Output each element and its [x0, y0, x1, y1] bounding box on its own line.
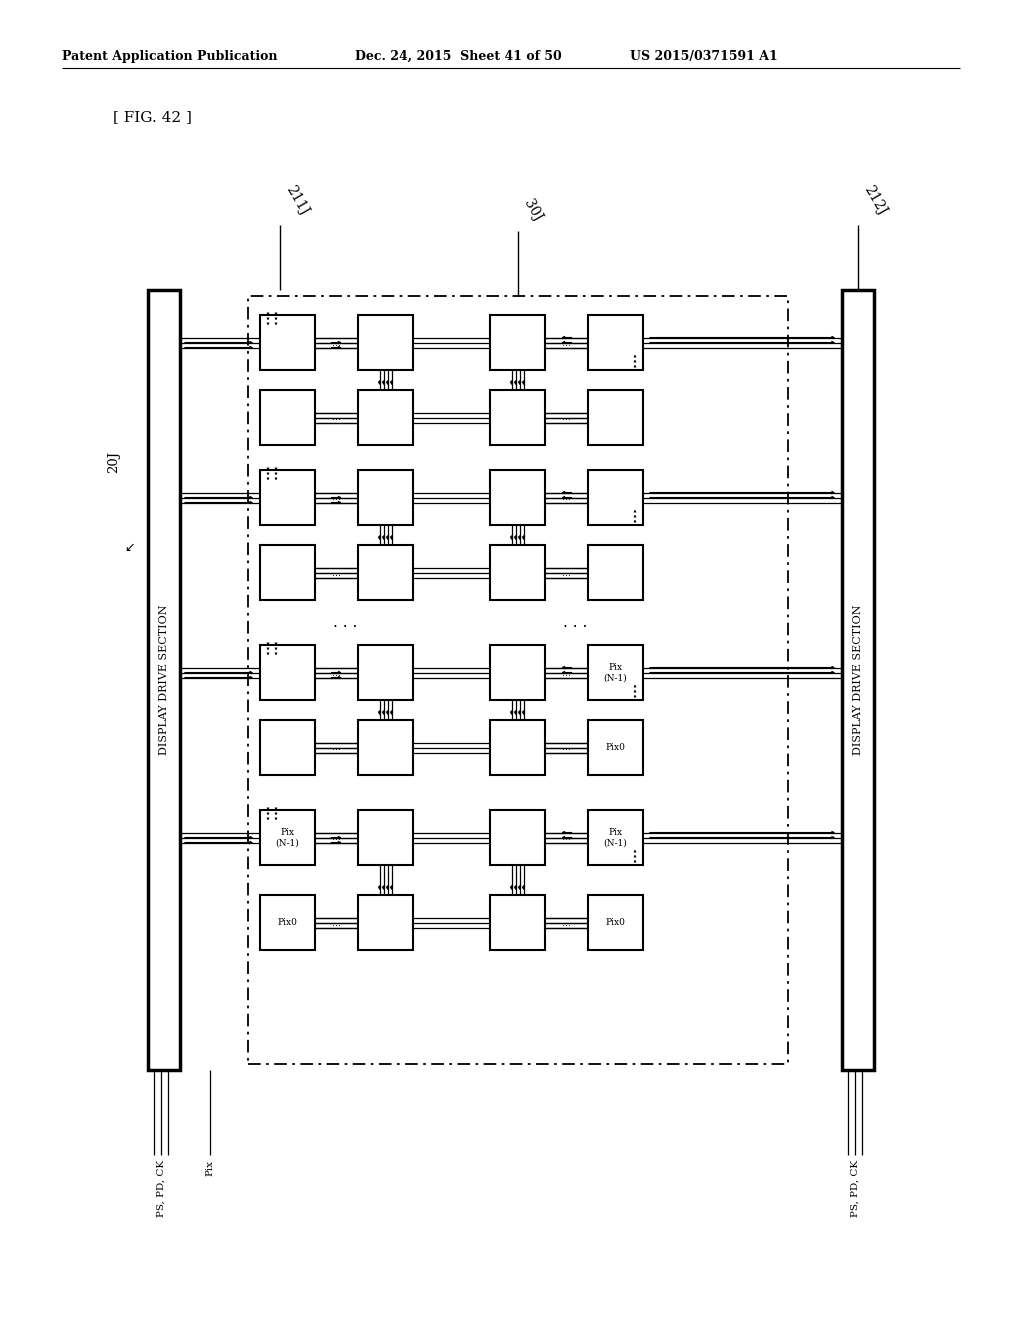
- Bar: [588, 470, 643, 525]
- Bar: [490, 719, 545, 775]
- Bar: [490, 470, 545, 525]
- Bar: [260, 389, 315, 445]
- Text: Pix: Pix: [206, 1160, 214, 1176]
- Bar: [588, 645, 643, 700]
- Text: ...: ...: [562, 917, 571, 928]
- Text: US 2015/0371591 A1: US 2015/0371591 A1: [630, 50, 778, 63]
- Text: ...: ...: [332, 742, 341, 752]
- Text: 211J: 211J: [283, 183, 311, 218]
- Text: DISPLAY DRIVE SECTION: DISPLAY DRIVE SECTION: [853, 605, 863, 755]
- Text: ...: ...: [332, 338, 341, 347]
- Bar: [248, 296, 788, 1064]
- Text: PS, PD, CK: PS, PD, CK: [157, 1160, 166, 1217]
- Bar: [588, 810, 643, 865]
- Bar: [358, 470, 413, 525]
- Text: PS, PD, CK: PS, PD, CK: [851, 1160, 859, 1217]
- Bar: [260, 545, 315, 601]
- Bar: [260, 470, 315, 525]
- Text: . . .: . . .: [563, 615, 587, 630]
- Text: DISPLAY DRIVE SECTION: DISPLAY DRIVE SECTION: [159, 605, 169, 755]
- Text: ...: ...: [332, 412, 341, 422]
- Bar: [588, 719, 643, 775]
- Bar: [260, 719, 315, 775]
- Text: 30J: 30J: [521, 197, 545, 224]
- Bar: [588, 895, 643, 950]
- Bar: [358, 895, 413, 950]
- Bar: [490, 895, 545, 950]
- Text: ...: ...: [332, 568, 341, 578]
- Text: Patent Application Publication: Patent Application Publication: [62, 50, 278, 63]
- Bar: [588, 389, 643, 445]
- Bar: [842, 290, 874, 1071]
- Bar: [358, 810, 413, 865]
- Text: Pix0: Pix0: [605, 743, 626, 752]
- Bar: [260, 895, 315, 950]
- Text: Pix
(N-1): Pix (N-1): [603, 828, 628, 847]
- Text: ↙: ↙: [125, 541, 135, 554]
- Text: ...: ...: [332, 917, 341, 928]
- Text: Pix
(N-1): Pix (N-1): [275, 828, 299, 847]
- Text: ...: ...: [562, 668, 571, 677]
- Bar: [490, 545, 545, 601]
- Text: ...: ...: [562, 412, 571, 422]
- Text: Dec. 24, 2015  Sheet 41 of 50: Dec. 24, 2015 Sheet 41 of 50: [355, 50, 562, 63]
- Text: ...: ...: [332, 668, 341, 677]
- Bar: [490, 645, 545, 700]
- Bar: [490, 389, 545, 445]
- Bar: [490, 315, 545, 370]
- Bar: [358, 719, 413, 775]
- Text: Pix0: Pix0: [278, 917, 297, 927]
- Text: 212J: 212J: [861, 183, 889, 218]
- Text: Pix
(N-1): Pix (N-1): [603, 663, 628, 682]
- Bar: [260, 645, 315, 700]
- Bar: [358, 645, 413, 700]
- Bar: [358, 315, 413, 370]
- Bar: [260, 315, 315, 370]
- Bar: [588, 545, 643, 601]
- Bar: [260, 810, 315, 865]
- Text: ...: ...: [562, 568, 571, 578]
- Bar: [490, 810, 545, 865]
- Text: Pix0: Pix0: [605, 917, 626, 927]
- Text: . . .: . . .: [333, 615, 357, 630]
- Bar: [358, 545, 413, 601]
- Text: ...: ...: [332, 492, 341, 503]
- Text: ...: ...: [562, 492, 571, 503]
- Text: ...: ...: [562, 338, 571, 347]
- Text: 20J: 20J: [106, 450, 120, 473]
- Text: ...: ...: [332, 833, 341, 842]
- Text: ...: ...: [562, 742, 571, 752]
- Bar: [148, 290, 180, 1071]
- Bar: [358, 389, 413, 445]
- Text: [ FIG. 42 ]: [ FIG. 42 ]: [113, 110, 191, 124]
- Bar: [588, 315, 643, 370]
- Text: ...: ...: [562, 833, 571, 842]
